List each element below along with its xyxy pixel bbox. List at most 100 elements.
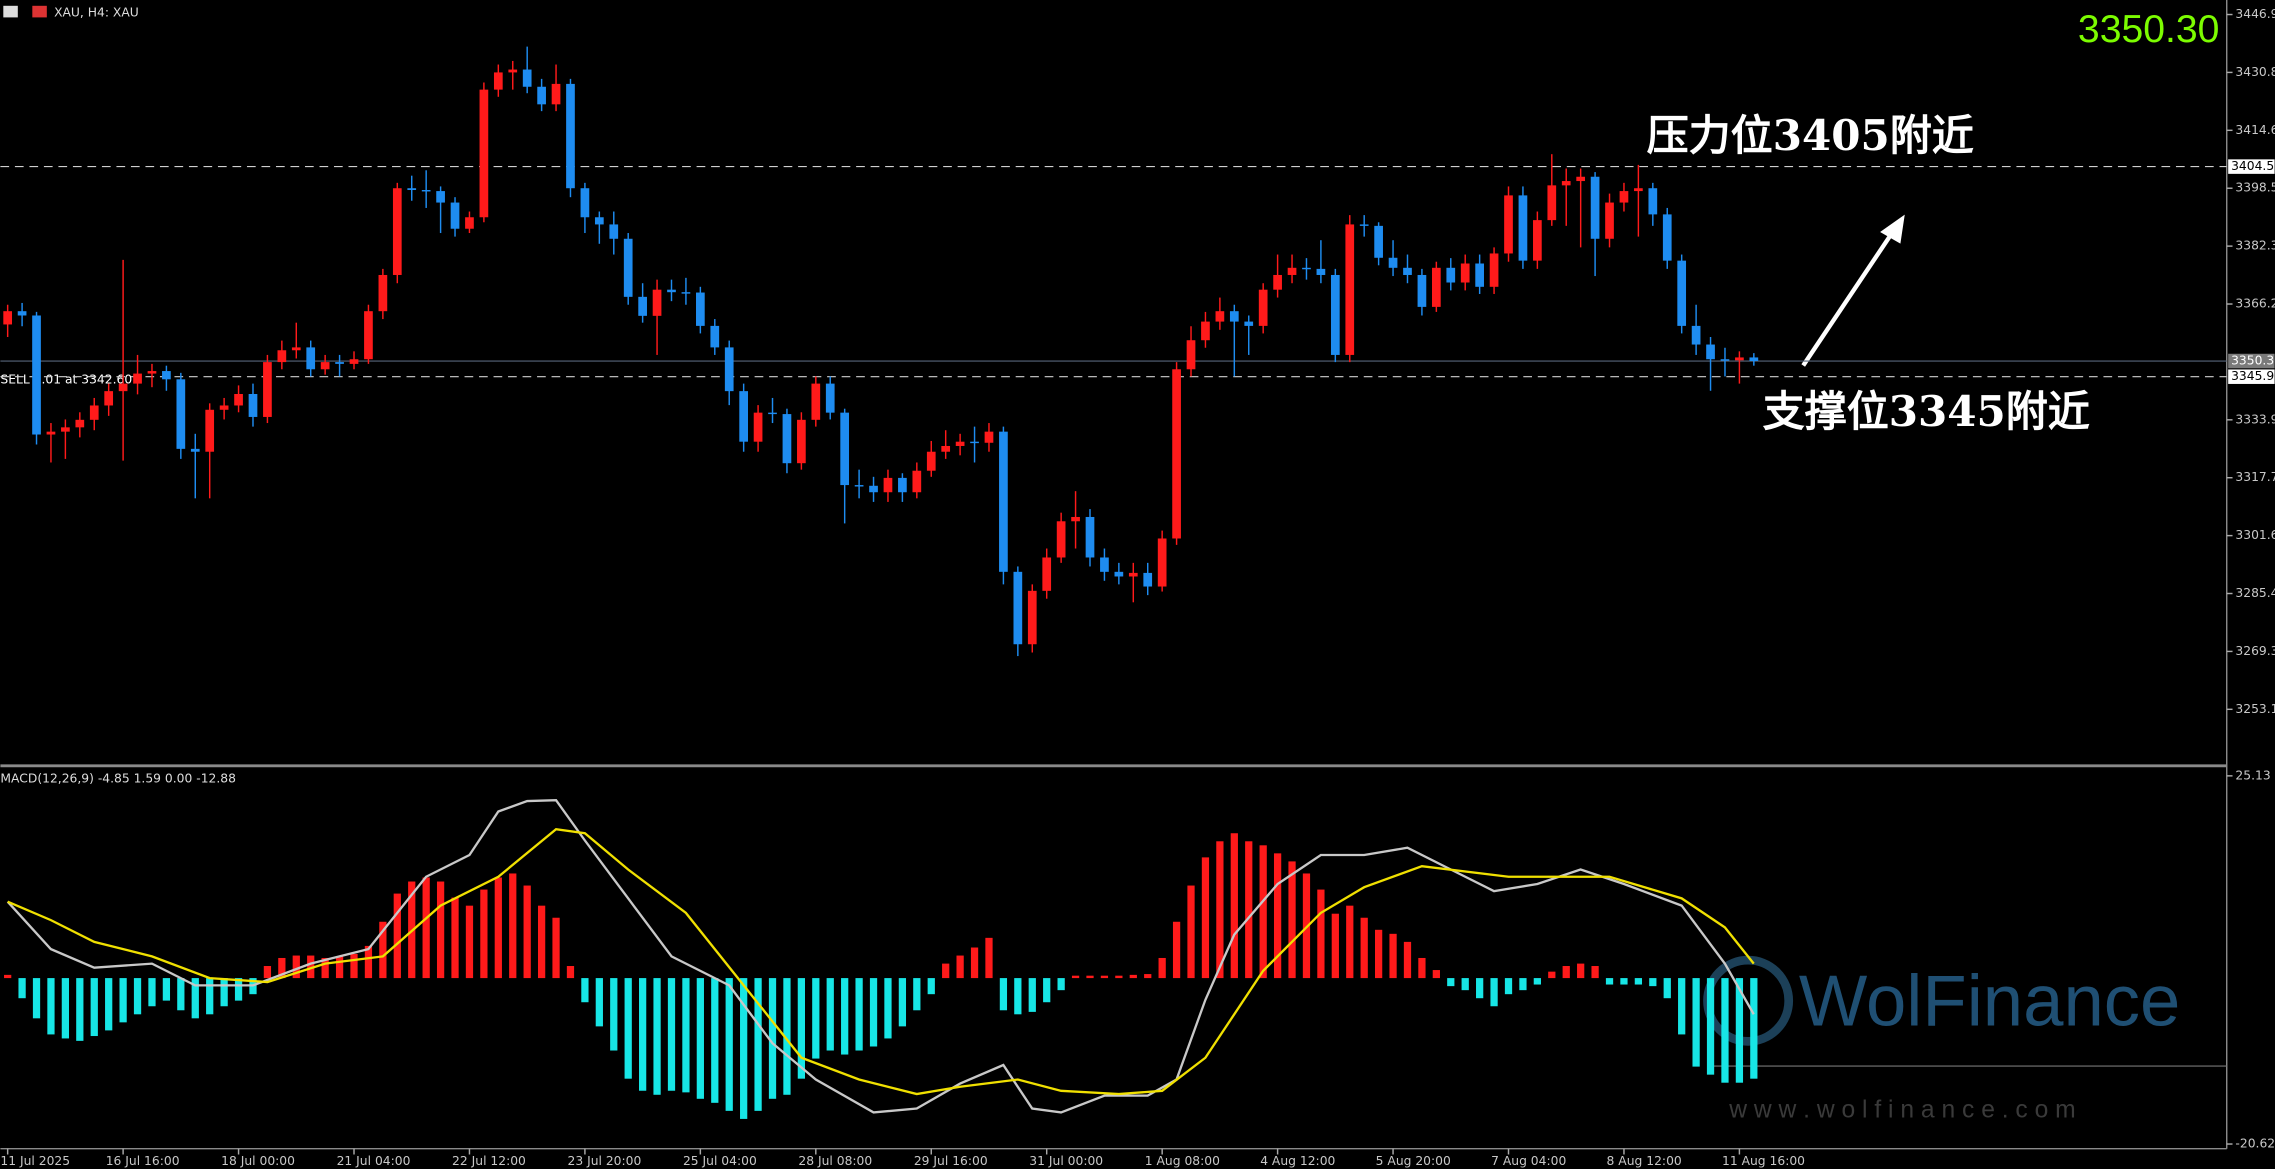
candle-body [955,441,965,446]
histogram-bar [970,947,979,979]
x-tick-label: 23 Jul 20:00 [568,1154,642,1168]
candle-body [753,412,763,442]
candle-body [825,383,835,413]
x-tick-label: 31 Jul 00:00 [1029,1154,1103,1168]
candle-body [219,405,229,410]
watermark-url: w w w . w o l f i n a n c e . c o m [1728,1097,2075,1124]
histogram-bar [1735,978,1744,1083]
histogram-bar [610,978,618,1051]
histogram-bar [1432,970,1440,979]
histogram-bar [18,978,26,999]
candle-body [883,477,893,493]
chart-icon[interactable] [32,5,47,18]
histogram-bar [76,978,84,1041]
candle-body [984,431,994,443]
y-tick-label: 3382.35 [2235,239,2275,253]
menu-icon[interactable] [3,5,18,18]
histogram-bar [105,978,113,1031]
histogram-bar [956,955,964,979]
histogram-bar [335,956,344,979]
histogram-bar [263,966,272,979]
histogram-bar [451,897,459,979]
candle-body [407,188,417,191]
histogram-bar [1374,929,1383,979]
candle-body [1735,357,1744,361]
histogram-bar [639,978,647,1091]
candle-body [1489,253,1499,287]
histogram-bar [1100,975,1109,979]
x-tick-label: 7 Aug 04:00 [1491,1154,1566,1168]
histogram-bar [1663,978,1671,999]
histogram-bar [898,978,907,1027]
candle-body [854,485,864,487]
candle-body [1359,224,1369,226]
candle-body [1749,357,1759,362]
candle-body [1013,571,1023,645]
histogram-bar [307,955,315,979]
histogram-bar [1721,978,1729,1083]
x-tick-label: 22 Jul 12:00 [452,1154,526,1168]
histogram-bar [321,957,329,979]
x-tick-label: 21 Jul 04:00 [337,1154,411,1168]
candle-body [1201,321,1210,341]
candle-body [797,419,806,464]
candle-body [1345,224,1355,355]
histogram-bar [566,966,575,979]
candle-body [739,391,749,442]
histogram-bar [768,978,777,1099]
candle-body [1417,274,1427,307]
histogram-bar [1172,921,1181,979]
arrow-shaft [1801,227,1897,367]
histogram-bar [841,978,849,1055]
histogram-bar [1259,845,1267,979]
histogram-bar [1548,971,1556,979]
candle-body [1576,176,1586,182]
y-tick-label: 3446.95 [2235,7,2275,21]
candle-body [450,202,460,229]
histogram-bar [1649,978,1657,987]
candle-body [162,371,171,380]
candle-body [1215,311,1225,322]
y-tick-label: 3333.90 [2235,412,2275,426]
histogram-bar [191,978,199,1019]
histogram-bar [1187,885,1195,979]
candle-body [667,289,676,293]
histogram-bar [1678,978,1686,1035]
histogram-bar [913,978,921,1011]
candle-body [1186,340,1196,370]
x-tick-label: 1 Aug 08:00 [1145,1154,1220,1168]
histogram-bar [682,978,690,1093]
histogram-bar [1086,975,1094,979]
histogram-bar [1360,917,1368,979]
macd-title: MACD(12,26,9) -4.85 1.59 0.00 -12.88 [0,771,236,785]
histogram-bar [754,978,762,1111]
histogram-bar [1476,978,1484,999]
histogram-bar [1144,974,1152,979]
histogram-bar [624,978,632,1079]
histogram-bar [1317,889,1325,979]
candle-body [1172,369,1181,539]
candle-body [1388,257,1398,268]
macd-line [6,798,1755,1114]
histogram-bar [162,978,171,1001]
histogram-bar [1562,966,1570,979]
histogram-bar [1447,978,1455,987]
bid-price: 3350.30 [2078,8,2220,51]
candle-body [1403,267,1412,275]
candle-body [869,485,878,493]
histogram-bar [1071,975,1080,979]
x-tick-label: 8 Aug 12:00 [1607,1154,1682,1168]
histogram-bar [855,978,863,1051]
candle-body [638,296,647,316]
candle-body [1244,321,1254,326]
candle-body [1157,538,1167,587]
histogram-bar [148,978,156,1007]
x-tick-label: 4 Aug 12:00 [1260,1154,1335,1168]
candle-body [1634,188,1643,192]
histogram-bar [942,963,950,979]
histogram-bar [278,957,286,979]
candle-body [1302,267,1311,270]
candle-body [1460,263,1470,283]
candle-body [1287,267,1297,275]
